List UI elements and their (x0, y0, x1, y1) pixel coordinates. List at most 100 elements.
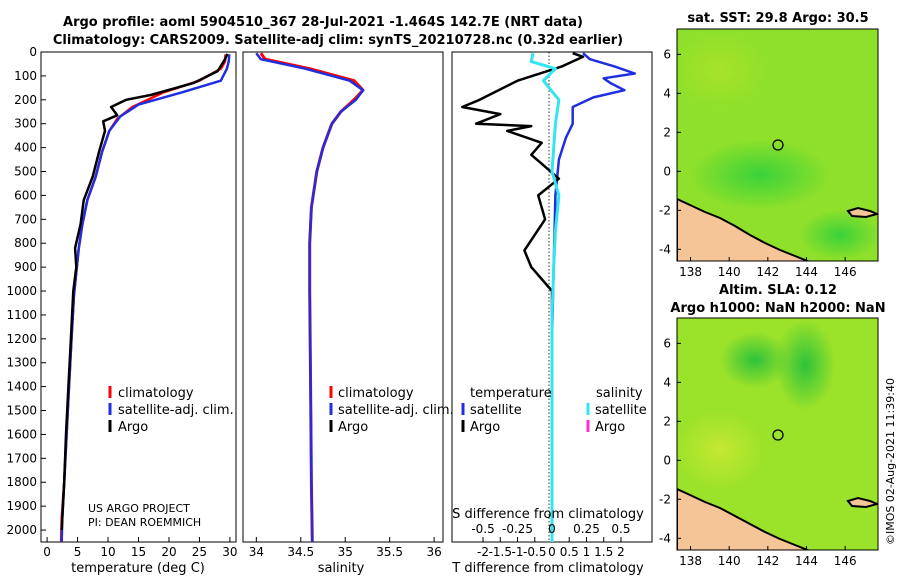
x-tick-label: 1.5 (594, 545, 613, 559)
lon-tick-label: 146 (834, 265, 857, 279)
sst-land (677, 198, 811, 261)
sst-float-marker (772, 139, 784, 151)
sst-cool-patch (690, 140, 830, 210)
salinity-xlabel: salinity (318, 561, 365, 576)
depth-tick-label: 500 (14, 165, 37, 179)
sla-high-patch-west (720, 332, 790, 388)
sla-low-patch (677, 410, 765, 490)
salinity-panel: 34 34.5 35 35.5 36 salinity climatology sate… (242, 51, 454, 576)
sst-lon-ticks: 138 140 142 144 146 (679, 257, 857, 279)
legend-label-argo: Argo (338, 420, 368, 435)
sst-lat-ticks: 6 4 2 0 -2 -4 (659, 47, 681, 256)
temperature-series (59, 53, 231, 542)
difference-xlabel: T difference from climatology (451, 561, 644, 576)
x-tick-label: 2 (617, 545, 625, 559)
s-tick-label: 0.25 (573, 522, 600, 536)
salinity-tick-labels: 34 34.5 35 35.5 36 (249, 537, 442, 559)
series-line-salinity-satellite (529, 52, 561, 542)
x-tick-label: 35.5 (376, 545, 403, 559)
legend-label-climatology: climatology (338, 386, 414, 401)
imos-stamp: ©IMOS 02-Aug-2021 11:39:40 (884, 378, 897, 545)
lat-tick-label: 6 (663, 47, 671, 61)
lat-tick-label: -2 (659, 492, 671, 506)
difference-panel: -2 -1.5 -1 -0.5 0 0.5 1 1.5 2 T difference from … (451, 51, 653, 576)
s-tick-label: 0.5 (611, 522, 630, 536)
lat-tick-label: 2 (663, 125, 671, 139)
sst-warm-patch (677, 30, 770, 110)
credit-pi: PI: DEAN ROEMMICH (88, 516, 201, 529)
legend-label-argo: Argo (118, 420, 148, 435)
depth-tick-label: 1100 (6, 308, 37, 322)
figure-title-line1: Argo profile: aoml 5904510_367 28-Jul-20… (63, 15, 583, 30)
depth-tick-label: 2000 (6, 523, 37, 537)
s-tick-label: -0.25 (502, 522, 533, 536)
depth-tick-label: 1000 (6, 284, 37, 298)
lon-tick-label: 144 (795, 554, 818, 568)
series-line-temperature-argo (461, 52, 585, 542)
legend-header-temperature: temperature (470, 386, 552, 401)
lat-tick-label: -2 (659, 203, 671, 217)
x-tick-label: 0 (548, 545, 556, 559)
temperature-panel: 0100200300400500600700800900100011001200… (6, 45, 237, 576)
credit-project: US ARGO PROJECT (88, 502, 190, 515)
legend-header-salinity: salinity (596, 386, 643, 401)
x-tick-label: 15 (131, 545, 146, 559)
depth-tick-label: 1900 (6, 499, 37, 513)
salinity-legend: climatology satellite-adj. clim. Argo (329, 386, 454, 435)
lat-tick-label: 2 (663, 414, 671, 428)
x-tick-label: 34.5 (287, 545, 314, 559)
depth-tick-labels: 0 100 200 300 400 500 600 700 800 900 1000 1100 1200… (6, 45, 46, 537)
lat-tick-label: 6 (663, 336, 671, 350)
legend-label-sal-argo: Argo (595, 420, 625, 435)
t-difference-tick-labels: -2 -1.5 -1 -0.5 0 0.5 1 1.5 2 (477, 537, 625, 559)
x-tick-label: 35 (338, 545, 353, 559)
depth-tick-label: 1300 (6, 356, 37, 370)
x-tick-label: 10 (100, 545, 115, 559)
salinity-axes-frame (242, 51, 444, 543)
sst-map: sat. SST: 29.8 Argo: 30.5 138 140 142 144 14… (659, 11, 879, 279)
depth-tick-label: 1700 (6, 451, 37, 465)
sla-high-patch (775, 320, 835, 410)
temperature-tick-labels: 0 5 10 15 20 25 30 (43, 537, 238, 559)
x-tick-label: -1.5 (489, 545, 512, 559)
s-difference-tick-labels: -0.5 -0.25 0 0.25 0.5 (471, 522, 630, 536)
lon-tick-label: 138 (679, 265, 702, 279)
temperature-axes-frame (40, 51, 237, 543)
series-line-satellite-adj-clim- (255, 52, 365, 542)
sla-land (677, 488, 811, 550)
difference-legend: temperature salinity satellite Argo sate… (461, 386, 647, 435)
s-difference-xlabel: S difference from climatology (452, 507, 644, 522)
legend-label-satellite-adj: satellite-adj. clim. (338, 403, 454, 418)
depth-tick-label: 1500 (6, 404, 37, 418)
depth-tick-label: 100 (14, 69, 37, 83)
depth-tick-label: 900 (14, 260, 37, 274)
legend-label-sal-satellite: satellite (595, 403, 647, 418)
lat-tick-label: -4 (659, 531, 671, 545)
x-tick-label: 34 (249, 545, 264, 559)
lon-tick-label: 144 (795, 265, 818, 279)
x-tick-label: 20 (161, 545, 176, 559)
sla-float-marker (772, 429, 784, 441)
sla-lon-ticks: 138 140 142 144 146 (679, 546, 857, 568)
difference-series (461, 52, 637, 542)
depth-tick-label: 800 (14, 236, 37, 250)
depth-tick-label: 300 (14, 117, 37, 131)
lon-tick-label: 140 (718, 265, 741, 279)
sst-island (846, 206, 878, 219)
lat-tick-label: 0 (663, 453, 671, 467)
salinity-series (255, 52, 365, 542)
legend-label-climatology: climatology (118, 386, 194, 401)
sla-island (846, 496, 878, 509)
lon-tick-label: 140 (718, 554, 741, 568)
figure-title-line2: Climatology: CARS2009. Satellite-adj cli… (53, 33, 623, 48)
lon-tick-label: 142 (756, 265, 779, 279)
sla-map-frame (676, 317, 879, 551)
sst-map-title: sat. SST: 29.8 Argo: 30.5 (687, 11, 868, 26)
x-tick-label: -1 (512, 545, 524, 559)
lat-tick-label: 0 (663, 164, 671, 178)
x-tick-label: -0.5 (523, 545, 546, 559)
x-tick-label: 36 (426, 545, 441, 559)
x-tick-label: 30 (222, 545, 237, 559)
depth-tick-label: 0 (29, 45, 37, 59)
